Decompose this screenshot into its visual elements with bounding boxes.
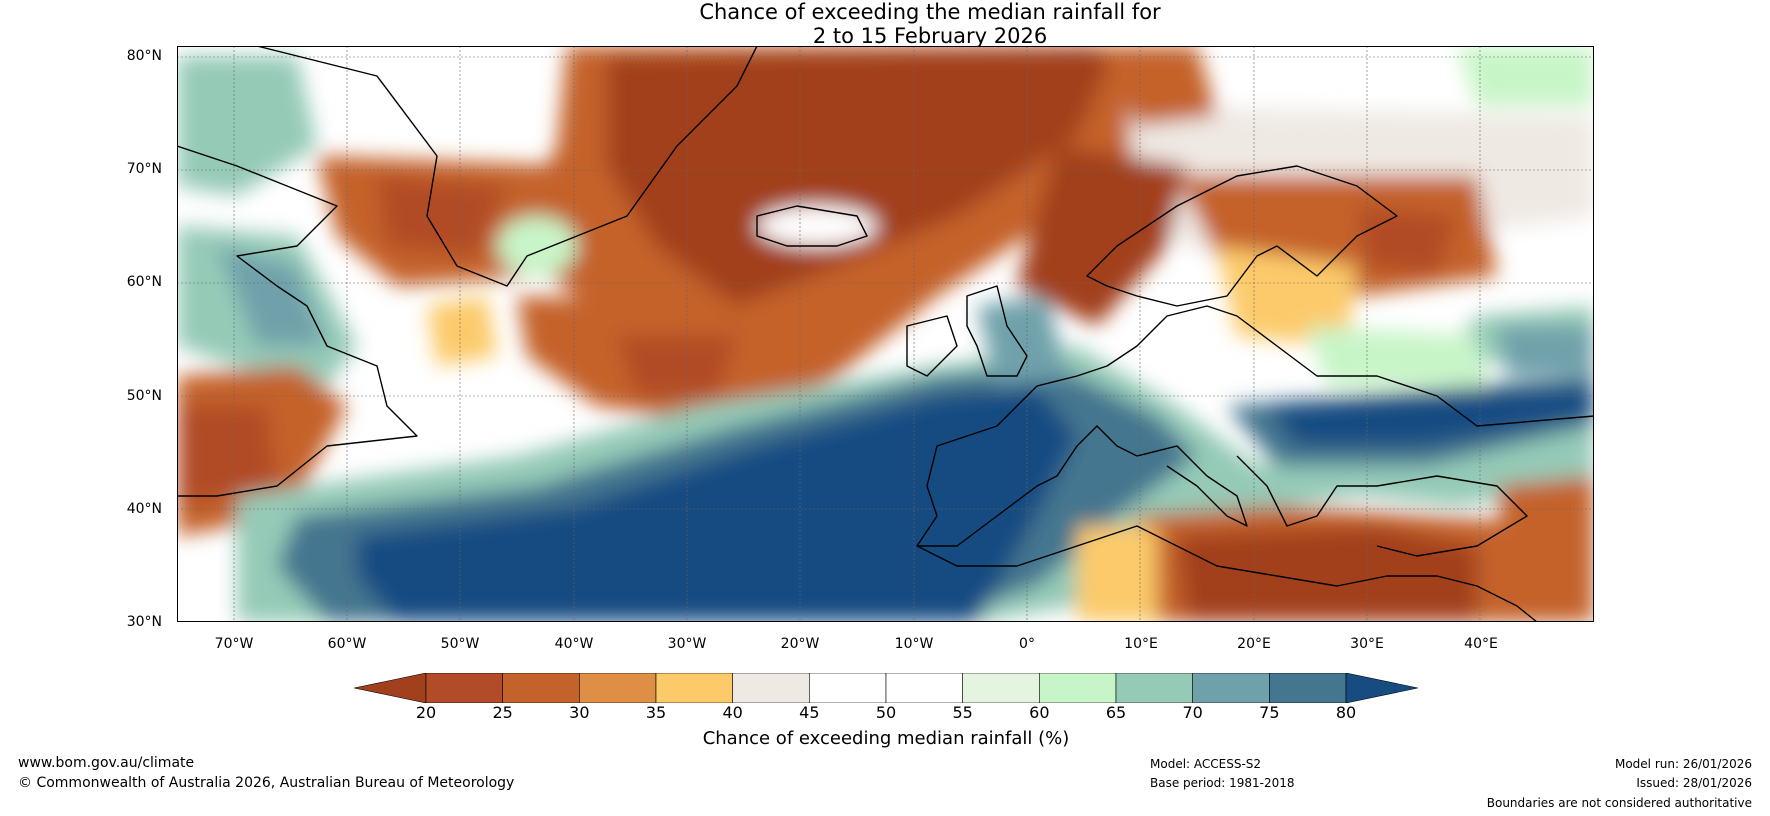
- colorbar-extend-low: [354, 673, 427, 703]
- iberia-coast: [916, 385, 1138, 547]
- lon-label-40w: 40°W: [554, 636, 594, 652]
- colorbar-bin: [809, 673, 887, 703]
- colorbar-tick-label: 60: [1029, 703, 1050, 722]
- issued-text: Issued: 28/01/2026: [1636, 776, 1752, 790]
- colorbar-bin: [502, 673, 580, 703]
- canada-coast: [177, 145, 418, 497]
- lon-label-50w: 50°W: [440, 636, 480, 652]
- copyright-text: © Commonwealth of Australia 2026, Austra…: [18, 775, 515, 791]
- disclaimer-text: Boundaries are not considered authoritat…: [1486, 796, 1752, 810]
- colorbar-bin: [1269, 673, 1347, 703]
- lat-label-40n: 40°N: [126, 501, 162, 517]
- lon-label-0: 0°: [1019, 636, 1035, 652]
- lon-label-40e: 40°E: [1464, 636, 1498, 652]
- colorbar-tick-label: 45: [799, 703, 820, 722]
- lon-label-20w: 20°W: [780, 636, 820, 652]
- model-text: Model: ACCESS-S2: [1150, 757, 1262, 771]
- colorbar-extend-high: [1345, 673, 1418, 703]
- colorbar-bin: [1039, 673, 1117, 703]
- colorbar-bin: [885, 673, 963, 703]
- europe-coast: [1036, 305, 1594, 427]
- greenland-coast: [256, 46, 758, 287]
- colorbar-bin: [655, 673, 733, 703]
- scandinavia-coast: [1086, 165, 1398, 307]
- title-line-1: Chance of exceeding the median rainfall …: [699, 0, 1161, 24]
- colorbar-tick-label: 35: [645, 703, 667, 722]
- lon-label-30e: 30°E: [1350, 636, 1384, 652]
- lon-label-70w: 70°W: [214, 636, 254, 652]
- colorbar-tick-label: 40: [722, 703, 743, 722]
- lon-label-10e: 10°E: [1124, 636, 1158, 652]
- lon-label-60w: 60°W: [327, 636, 367, 652]
- colorbar-tick-label: 80: [1335, 703, 1357, 722]
- colorbar-label: Chance of exceeding median rainfall (%): [702, 728, 1070, 749]
- colorbar-tick-label: 25: [492, 703, 513, 722]
- britain-coast: [966, 285, 1028, 377]
- colorbar-tick-label: 55: [952, 703, 973, 722]
- balkans-coast: [1236, 455, 1528, 557]
- map-title: Chance of exceeding the median rainfall …: [0, 0, 1770, 48]
- colorbar-tick-label: 20: [415, 703, 437, 722]
- colorbar-tick-label: 75: [1259, 703, 1280, 722]
- colorbar-bin: [425, 673, 503, 703]
- rainfall-map: [177, 46, 1594, 622]
- colorbar: [354, 673, 1418, 703]
- lat-label-60n: 60°N: [126, 274, 162, 290]
- ireland-coast: [906, 315, 958, 377]
- colorbar-tick-label: 70: [1182, 703, 1203, 722]
- colorbar-bin: [1115, 673, 1193, 703]
- italy-coast: [1136, 445, 1248, 527]
- colorbar-bin: [732, 673, 810, 703]
- africa-coast: [916, 525, 1538, 622]
- lat-label-50n: 50°N: [126, 388, 162, 404]
- colorbar-bin: [579, 673, 657, 703]
- colorbar-bin: [1192, 673, 1270, 703]
- coastlines: [177, 46, 1594, 622]
- rainfall-field: [177, 46, 1594, 622]
- colorbar-tick-label: 65: [1105, 703, 1127, 722]
- lat-label-80n: 80°N: [126, 48, 162, 64]
- map-frame: [177, 46, 1594, 622]
- title-line-2: 2 to 15 February 2026: [812, 24, 1048, 48]
- lon-label-30w: 30°W: [667, 636, 707, 652]
- colorbar-bin: [962, 673, 1040, 703]
- colorbar-tick-label: 30: [569, 703, 590, 722]
- lat-label-30n: 30°N: [126, 614, 162, 630]
- lat-label-70n: 70°N: [126, 161, 162, 177]
- colorbar-tick-label: 50: [875, 703, 897, 722]
- lon-label-10w: 10°W: [894, 636, 934, 652]
- model-run-text: Model run: 26/01/2026: [1614, 757, 1752, 771]
- iceland-coast: [756, 205, 868, 247]
- lon-label-20e: 20°E: [1237, 636, 1271, 652]
- graticule: [177, 46, 1594, 622]
- base-period-text: Base period: 1981-2018: [1150, 776, 1295, 790]
- website-text: www.bom.gov.au/climate: [18, 755, 195, 771]
